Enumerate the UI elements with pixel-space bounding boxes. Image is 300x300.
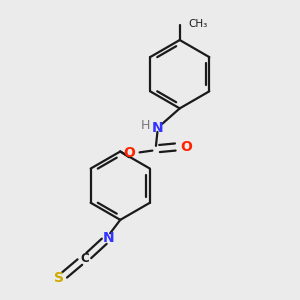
Text: N: N	[152, 121, 163, 135]
Text: CH₃: CH₃	[189, 19, 208, 29]
Text: C: C	[80, 252, 89, 265]
Text: S: S	[54, 271, 64, 285]
Text: O: O	[123, 146, 135, 160]
Text: H: H	[141, 119, 150, 132]
Text: O: O	[180, 140, 192, 154]
Text: N: N	[103, 231, 114, 245]
